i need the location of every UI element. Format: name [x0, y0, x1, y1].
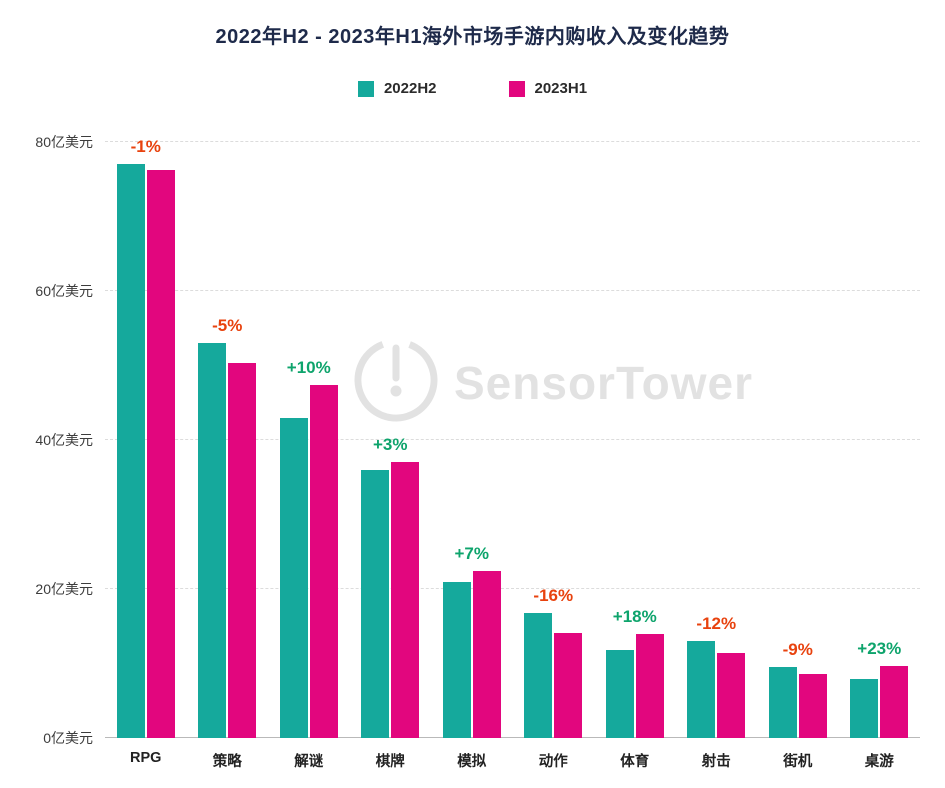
- x-axis-label-模拟: 模拟: [457, 754, 487, 770]
- change-label-棋牌: +3%: [373, 434, 408, 454]
- bar-group-策略: -5% 策略: [187, 142, 269, 770]
- bar-2022H2-射击: [687, 641, 716, 738]
- x-axis-label-射击: 射击: [701, 754, 731, 770]
- gridline-40: [105, 439, 920, 440]
- y-axis-label-20: 20亿美元: [35, 581, 93, 597]
- gridline-80: [105, 141, 920, 142]
- y-axis-label-60: 60亿美元: [35, 283, 93, 299]
- bar-group-桌游: +23% 桌游: [839, 142, 921, 770]
- bar-pair-动作: [524, 142, 583, 738]
- bar-2022H2-RPG: [116, 164, 145, 738]
- bars-layer: -1% RPG -5% 策略 +10% 解谜 +3% 棋牌 +7% 模拟 -16% 动作 +18% 体育 -…: [105, 137, 921, 770]
- gridline-0: [105, 737, 920, 738]
- bar-2023H1-RPG: [146, 169, 175, 738]
- bar-pair-体育: [605, 142, 664, 738]
- change-label-RPG: -1%: [130, 137, 161, 157]
- bar-pair-策略: [198, 142, 257, 738]
- bar-2023H1-体育: [635, 634, 664, 738]
- bar-2023H1-街机: [798, 673, 827, 738]
- bar-group-街机: -9% 街机: [757, 142, 839, 770]
- bar-2023H1-棋牌: [391, 461, 420, 738]
- legend: 2022H2 2023H1: [0, 80, 945, 97]
- x-axis-label-体育: 体育: [620, 754, 650, 770]
- change-label-街机: -9%: [782, 640, 813, 660]
- change-label-桌游: +23%: [857, 638, 902, 658]
- legend-item-2022h2: 2022H2: [357, 80, 437, 97]
- bar-2022H2-桌游: [850, 679, 879, 738]
- x-axis-label-街机: 街机: [783, 754, 813, 770]
- bar-2023H1-射击: [717, 653, 746, 738]
- x-axis-label-动作: 动作: [538, 754, 568, 770]
- change-label-策略: -5%: [212, 316, 243, 336]
- bar-group-模拟: +7% 模拟: [431, 142, 513, 770]
- legend-label-2023h1: 2023H1: [534, 80, 588, 97]
- bar-2023H1-动作: [554, 632, 583, 738]
- change-label-体育: +18%: [612, 607, 657, 627]
- x-axis-label-策略: 策略: [212, 754, 242, 770]
- bar-group-体育: +18% 体育: [594, 142, 676, 770]
- bar-pair-解谜: [279, 142, 338, 738]
- bar-group-RPG: -1% RPG: [105, 137, 187, 766]
- x-axis-label-RPG: RPG: [130, 750, 162, 766]
- y-axis-label-80: 80亿美元: [35, 134, 93, 150]
- legend-swatch-2022h2: [357, 80, 374, 97]
- bar-2023H1-模拟: [472, 571, 501, 738]
- change-label-解谜: +10%: [286, 357, 331, 377]
- bar-pair-RPG: [116, 142, 175, 738]
- bar-pair-模拟: [442, 142, 501, 738]
- bar-pair-棋牌: [361, 142, 420, 738]
- gridline-layer: [105, 141, 920, 738]
- bar-2022H2-体育: [605, 650, 634, 738]
- x-axis-label-解谜: 解谜: [294, 754, 324, 770]
- x-axis-label-桌游: 桌游: [864, 754, 894, 770]
- bar-pair-桌游: [850, 142, 909, 738]
- bar-2023H1-策略: [228, 362, 257, 738]
- legend-item-2023h1: 2023H1: [508, 80, 588, 97]
- change-label-模拟: +7%: [454, 544, 490, 564]
- x-axis-label-棋牌: 棋牌: [375, 754, 405, 770]
- change-label-射击: -12%: [696, 614, 737, 634]
- bar-2022H2-解谜: [279, 417, 308, 738]
- bar-group-动作: -16% 动作: [513, 142, 595, 770]
- bar-2022H2-街机: [768, 667, 797, 738]
- bar-group-解谜: +10% 解谜: [268, 142, 350, 770]
- bar-2022H2-模拟: [442, 581, 471, 738]
- chart-plot-area: -1% RPG -5% 策略 +10% 解谜 +3% 棋牌 +7% 模拟 -16% 动作 +18% 体育 -…: [35, 134, 921, 770]
- gridline-20: [105, 588, 920, 589]
- bar-2023H1-解谜: [309, 384, 338, 738]
- legend-label-2022h2: 2022H2: [383, 80, 437, 97]
- chart-title: 2022年H2 - 2023年H1海外市场手游内购收入及变化趋势: [215, 26, 730, 48]
- bar-2022H2-棋牌: [361, 469, 390, 738]
- y-axis-label-0: 0亿美元: [43, 730, 93, 746]
- bar-pair-街机: [768, 142, 827, 738]
- gridline-60: [105, 290, 920, 291]
- bar-group-棋牌: +3% 棋牌: [350, 142, 432, 770]
- change-label-动作: -16%: [533, 585, 574, 605]
- bar-group-射击: -12% 射击: [676, 142, 758, 770]
- y-axis-label-40: 40亿美元: [35, 432, 93, 448]
- bar-2022H2-策略: [198, 343, 227, 738]
- legend-swatch-2023h1: [508, 80, 525, 97]
- bar-2023H1-桌游: [880, 665, 909, 738]
- bar-pair-射击: [687, 142, 746, 738]
- bar-2022H2-动作: [524, 612, 553, 738]
